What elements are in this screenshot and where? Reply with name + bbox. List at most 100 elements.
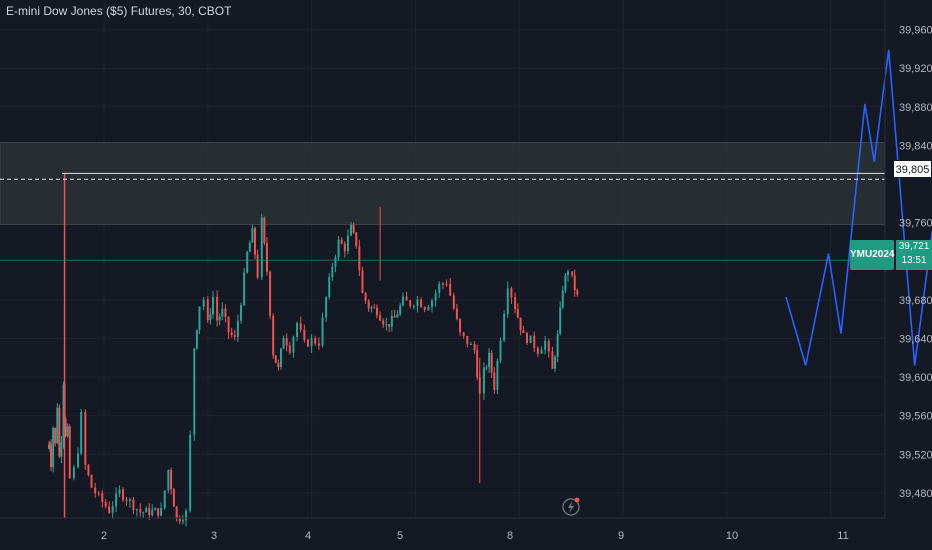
- candle-body: [361, 270, 364, 293]
- symbol-tag: YMU2024: [850, 240, 894, 270]
- lightning-icon[interactable]: [562, 497, 580, 516]
- candle-body: [529, 335, 532, 344]
- y-tick-label: 39,880: [899, 102, 932, 114]
- candle-body: [310, 338, 313, 347]
- y-tick-label: 39,920: [899, 63, 932, 75]
- candle-body: [279, 348, 282, 368]
- candle-body: [90, 475, 93, 488]
- candle-body: [260, 217, 263, 278]
- zone-rect: [0, 142, 886, 226]
- candle-body: [334, 257, 337, 267]
- candle-body: [476, 350, 479, 378]
- candle-body: [272, 315, 275, 356]
- candle-body: [62, 384, 65, 443]
- candle-body: [151, 510, 154, 516]
- grid: [0, 0, 885, 518]
- candle-body: [514, 297, 517, 310]
- candle-body: [373, 307, 376, 309]
- candle-body: [47, 444, 50, 449]
- candle-body: [423, 307, 426, 311]
- candle-body: [573, 275, 576, 291]
- candle-body: [556, 334, 559, 357]
- candle-body: [160, 508, 163, 516]
- candle-body: [181, 520, 184, 522]
- candle-body: [296, 323, 299, 338]
- candle-body: [265, 243, 268, 272]
- x-tick-label: 9: [618, 530, 624, 542]
- candle-body: [540, 349, 543, 354]
- candle-body: [269, 271, 272, 316]
- candle-body: [64, 418, 67, 437]
- candle-body: [299, 323, 302, 330]
- candle-body: [576, 290, 579, 295]
- candle-body: [519, 317, 522, 331]
- candle-body: [292, 337, 295, 353]
- level-lines: [0, 172, 885, 261]
- candle-body: [401, 296, 404, 306]
- candle-body: [218, 316, 221, 321]
- candle-body: [522, 330, 525, 333]
- candle-body: [56, 407, 59, 444]
- candle-body: [547, 340, 550, 352]
- candle-body: [185, 510, 188, 521]
- candle-body: [510, 288, 513, 298]
- candle-body: [227, 316, 230, 333]
- level-price-badge: 39,805: [893, 160, 932, 178]
- candle-body: [240, 305, 243, 321]
- x-tick-label: 3: [211, 530, 217, 542]
- candle-body: [139, 509, 142, 513]
- candle-body: [462, 332, 465, 336]
- candle-body: [561, 290, 564, 308]
- candle-body: [434, 292, 437, 301]
- candle-body: [352, 224, 355, 233]
- candle-body: [248, 242, 251, 252]
- candle-body: [571, 271, 574, 276]
- candle-body: [364, 292, 367, 301]
- candle-body: [58, 407, 61, 457]
- candle-body: [445, 283, 448, 285]
- icon-ring: [562, 498, 580, 516]
- candle-body: [346, 235, 349, 252]
- candle-body: [350, 224, 353, 236]
- candle-body: [206, 299, 209, 321]
- candle-body: [135, 509, 138, 511]
- candle-body: [104, 501, 107, 507]
- candle-body: [355, 232, 358, 247]
- candle-body: [452, 295, 455, 309]
- candle-body: [243, 272, 246, 306]
- candle-body: [236, 320, 239, 338]
- y-tick-label: 39,600: [899, 372, 932, 384]
- candle-body: [256, 254, 259, 278]
- candle-body: [379, 315, 382, 321]
- candle-body: [375, 307, 378, 316]
- y-tick-label: 39,520: [899, 449, 932, 461]
- candle-body: [441, 283, 444, 285]
- x-tick-label: 11: [837, 530, 848, 542]
- candle-body: [128, 499, 131, 502]
- x-axis[interactable]: 2 3 4 5 8 9 10 11: [0, 517, 885, 542]
- candle-body: [254, 227, 257, 255]
- candle-body: [233, 335, 236, 338]
- candle-body: [405, 296, 408, 301]
- candle-body: [148, 508, 151, 516]
- candle-body: [455, 308, 458, 319]
- y-tick-label: 39,560: [899, 411, 932, 423]
- candle-body: [564, 275, 567, 291]
- y-axis[interactable]: 39,960 39,920 39,880 39,840 39,760 39,680 39,6…: [884, 0, 932, 518]
- candle-body: [163, 490, 166, 509]
- candle-body: [314, 338, 317, 344]
- candle-body: [50, 445, 53, 468]
- candle-body: [412, 306, 415, 308]
- candle-body: [172, 489, 175, 507]
- candle-body: [54, 428, 57, 444]
- candle-body: [84, 411, 87, 465]
- candle-body: [108, 506, 111, 513]
- x-tick-label: 2: [101, 530, 107, 542]
- candle-body: [343, 243, 346, 252]
- candles: [47, 173, 579, 527]
- candle-body: [431, 300, 434, 307]
- candle-body: [209, 314, 212, 321]
- candle-body: [473, 344, 476, 351]
